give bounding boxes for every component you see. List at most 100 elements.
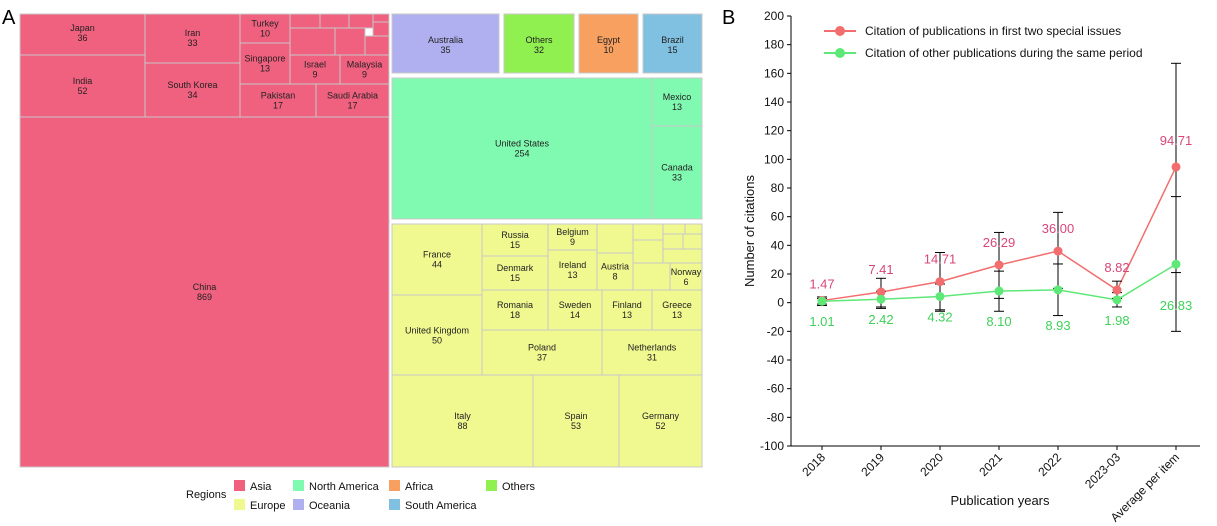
treemap-label-austria: Austria — [601, 262, 629, 272]
treemap-rect-iran — [144, 13, 241, 64]
panel-b-label: B — [722, 7, 735, 29]
treemap-value-netherlands: 31 — [647, 353, 657, 363]
y-tick-label: 200 — [764, 9, 784, 23]
treemap-rect-saudi-arabia — [315, 83, 390, 118]
treemap-cell-minor — [682, 233, 703, 250]
treemap-label-finland: Finland — [612, 300, 642, 310]
data-point — [935, 277, 945, 287]
treemap-value-france: 44 — [432, 260, 442, 270]
treemap-label-japan: Japan — [70, 23, 95, 33]
treemap-cell-minor — [684, 223, 703, 235]
data-label: 14.71 — [924, 252, 957, 267]
treemap-label-malaysia: Malaysia — [347, 60, 383, 70]
y-tick-label: 100 — [764, 152, 784, 166]
treemap-value-saudi-arabia: 17 — [347, 101, 357, 111]
treemap-value-canada: 33 — [672, 173, 682, 183]
line-legend-item-1: Citation of publications in first two sp… — [824, 24, 1121, 38]
treemap-label-saudi-arabia: Saudi Arabia — [327, 91, 378, 101]
legend-item-north-america: North America — [293, 480, 380, 493]
treemap-value-denmark: 15 — [510, 273, 520, 283]
y-tick-label: 120 — [764, 124, 784, 138]
treemap-rect-austria — [596, 252, 634, 291]
data-labels-1: 1.47 7.41 14.71 26.29 36.00 8.82 94.71 — [809, 133, 1192, 292]
legend-item-oceania: Oceania — [293, 499, 351, 512]
treemap-label-greece: Greece — [662, 300, 692, 310]
treemap-label-singapore: Singapore — [244, 54, 285, 64]
legend-swatch-africa — [389, 480, 400, 491]
data-labels-2: 1.01 2.42 4.32 8.10 8.93 1.98 26.83 — [809, 298, 1192, 333]
treemap-cell-minor — [632, 262, 671, 292]
legend-item-africa: Africa — [389, 480, 434, 493]
treemap-label-south-korea: South Korea — [167, 80, 217, 90]
line-legend-item-2: Citation of other publications during th… — [824, 46, 1143, 60]
data-label: 8.82 — [1104, 260, 1129, 275]
legend-label-others: Others — [502, 481, 536, 493]
treemap-label-egypt: Egypt — [597, 35, 621, 45]
treemap-label-denmark: Denmark — [497, 263, 534, 273]
treemap-value-italy: 88 — [457, 421, 467, 431]
treemap-label-ireland: Ireland — [559, 260, 587, 270]
treemap-label-australia: Australia — [428, 35, 463, 45]
line-legend-label: Citation of other publications during th… — [865, 46, 1143, 60]
treemap-label-sweden: Sweden — [559, 300, 592, 310]
y-tick-label: 60 — [771, 210, 785, 224]
treemap-rect-spain — [532, 374, 620, 468]
y-tick-label: 140 — [764, 95, 784, 109]
line-legend-marker — [835, 48, 845, 58]
legend-swatch-asia — [234, 480, 245, 491]
treemap-cell-minor — [632, 239, 664, 264]
treemap-value-romania: 18 — [510, 310, 520, 320]
y-tick-label: 0 — [777, 296, 784, 310]
legend-swatch-europe — [234, 499, 245, 510]
x-tick-label: 2022 — [1035, 450, 1064, 479]
treemap-label-israel: Israel — [304, 60, 326, 70]
data-point — [1171, 259, 1181, 269]
legend-title: Regions — [186, 489, 227, 501]
treemap-label-united-states: United States — [495, 139, 550, 149]
treemap-rect-canada — [651, 125, 703, 220]
treemap-value-india: 52 — [77, 86, 87, 96]
series-points-2 — [817, 259, 1181, 306]
treemap-rect-china — [19, 116, 390, 468]
treemap-rect-germany — [618, 374, 703, 468]
x-axis-title: Publication years — [951, 493, 1050, 508]
data-label: 1.01 — [809, 314, 834, 329]
treemap-rect-poland — [481, 329, 603, 376]
treemap-rect-egypt — [578, 13, 639, 74]
data-label: 26.83 — [1160, 298, 1193, 313]
treemap-rect-pakistan — [239, 83, 317, 118]
legend-label-asia: Asia — [250, 481, 272, 493]
data-label: 26.29 — [983, 235, 1016, 250]
data-point — [1053, 246, 1063, 256]
treemap-label-brazil: Brazil — [661, 35, 684, 45]
treemap-label-belgium: Belgium — [556, 227, 589, 237]
legend-label-africa: Africa — [405, 481, 434, 493]
y-tick-label: -60 — [767, 382, 785, 396]
data-point — [1053, 285, 1063, 295]
treemap-rect-norway — [669, 262, 703, 292]
treemap-value-united-kingdom: 50 — [432, 336, 442, 346]
treemap-label-russia: Russia — [501, 230, 529, 240]
data-point — [876, 287, 886, 297]
treemap-label-france: France — [423, 250, 451, 260]
treemap-rect-sweden — [547, 289, 603, 331]
treemap-label-spain: Spain — [564, 411, 587, 421]
line-chart-legend: Citation of publications in first two sp… — [824, 24, 1143, 60]
x-tick-label: 2021 — [976, 450, 1005, 479]
treemap-value-finland: 13 — [622, 310, 632, 320]
